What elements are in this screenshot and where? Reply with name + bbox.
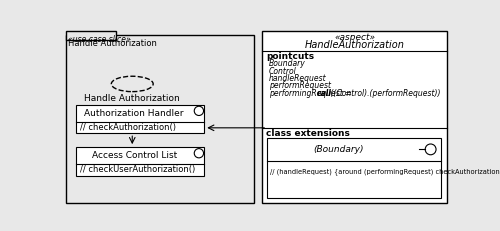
Text: «use case slice»: «use case slice» <box>68 35 130 44</box>
Text: HandleAuthorization: HandleAuthorization <box>304 40 404 50</box>
Bar <box>66 31 116 40</box>
Bar <box>267 138 440 198</box>
Text: Authorization Handler: Authorization Handler <box>84 109 184 118</box>
Text: performRequest: performRequest <box>268 81 330 90</box>
Bar <box>76 105 204 133</box>
Text: Boundary: Boundary <box>268 59 306 68</box>
Text: «aspect»: «aspect» <box>334 33 375 42</box>
Text: handleRequest: handleRequest <box>268 74 326 83</box>
Text: call: call <box>316 89 332 98</box>
Text: // checkAuthorization(): // checkAuthorization() <box>80 123 176 131</box>
Text: Control: Control <box>268 67 296 76</box>
Text: Handle Authorization: Handle Authorization <box>84 94 180 103</box>
Bar <box>262 31 447 203</box>
Text: (Boundary): (Boundary) <box>313 145 364 154</box>
Text: Handle Authorization: Handle Authorization <box>68 39 157 48</box>
Text: ((Control).(performRequest)): ((Control).(performRequest)) <box>328 89 440 98</box>
Text: Access Control List: Access Control List <box>92 151 177 160</box>
Bar <box>76 147 204 176</box>
Text: // checkUserAuthorization(): // checkUserAuthorization() <box>80 165 196 174</box>
Text: pointcuts: pointcuts <box>266 52 314 61</box>
Bar <box>66 35 254 203</box>
Text: class extensions: class extensions <box>266 130 350 138</box>
Text: // (handleRequest) {around (performingRequest) checkAuthorization}: // (handleRequest) {around (performingRe… <box>270 168 500 175</box>
Text: performingRequest =: performingRequest = <box>268 89 354 98</box>
